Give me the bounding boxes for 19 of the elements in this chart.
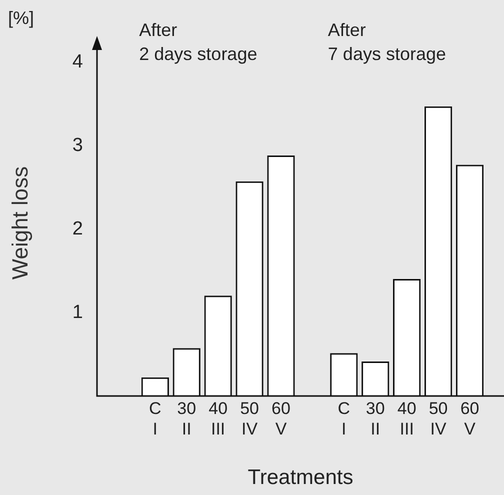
x-tick-label: 50 IV bbox=[240, 398, 259, 438]
y-tick-label: 3 bbox=[72, 135, 83, 156]
x-tick-label: 40 III bbox=[208, 398, 228, 438]
x-tick-label: C I bbox=[338, 398, 350, 438]
text: [%] bbox=[8, 8, 34, 28]
x-tick-label: 30 II bbox=[177, 398, 196, 438]
y-tick-label: 1 bbox=[72, 302, 83, 323]
x-tick-label: 60 V bbox=[272, 398, 290, 438]
annotation: After 2 days storage bbox=[139, 20, 258, 64]
x-tick-label: C I bbox=[149, 398, 162, 438]
x-tick-label: 30 II bbox=[366, 398, 385, 438]
x-tick-label: 40 III bbox=[397, 398, 416, 438]
annotation: After 7 days storage bbox=[328, 20, 446, 64]
x-axis-title: Treatments bbox=[248, 466, 354, 490]
y-axis-title: Weight loss bbox=[7, 166, 32, 280]
y-tick-label: 2 bbox=[72, 218, 83, 240]
x-tick-label: 60 V bbox=[460, 398, 480, 438]
y-tick-label: 4 bbox=[72, 52, 84, 73]
x-tick-label: 50 IV bbox=[428, 398, 448, 438]
